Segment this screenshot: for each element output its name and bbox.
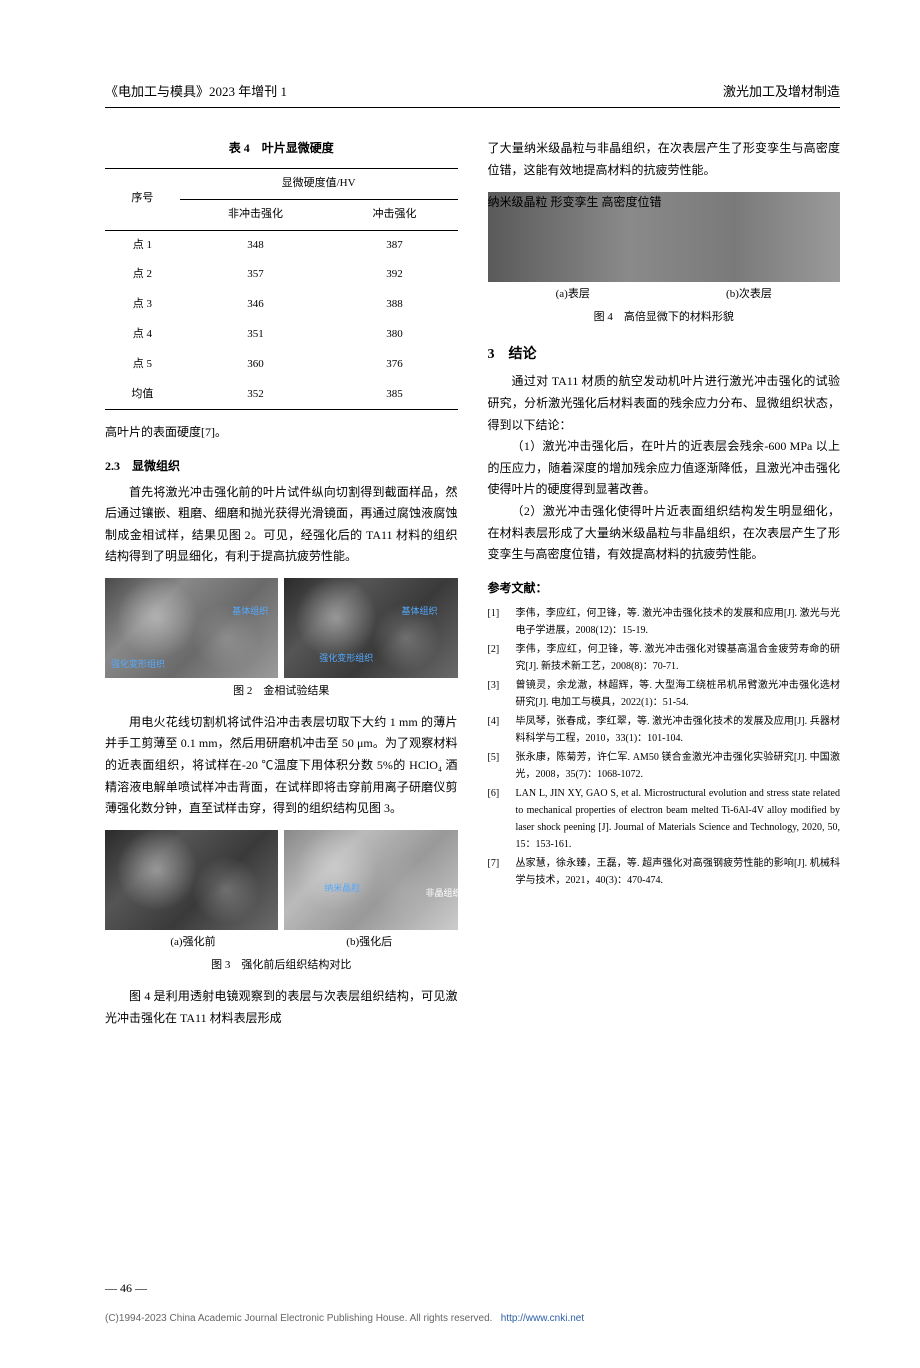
fig3-img-left (105, 830, 278, 930)
paragraph: 首先将激光冲击强化前的叶片试件纵向切割得到截面样品，然后通过镶嵌、粗磨、细磨和抛… (105, 482, 458, 568)
paragraph: 通过对 TA11 材质的航空发动机叶片进行激光冲击强化的试验研究，分析激光强化后… (488, 371, 841, 436)
table4: 序号 显微硬度值/HV 非冲击强化 冲击强化 点 1348387 点 23573… (105, 168, 458, 410)
table4-h-seq: 序号 (105, 168, 180, 230)
fig2-caption: 图 2 金相试验结果 (105, 682, 458, 702)
table4-caption: 表 4 叶片显微硬度 (105, 138, 458, 160)
copyright-notice: (C)1994-2023 China Academic Journal Elec… (105, 1310, 840, 1328)
section-topic: 激光加工及增材制造 (723, 80, 840, 103)
table-row: 点 1348387 (105, 230, 458, 260)
table4-h-non: 非冲击强化 (180, 199, 332, 230)
fig4-img: 纳米级晶粒 形变孪生 高密度位错 (488, 192, 841, 282)
fig4-caption: 图 4 高倍显微下的材料形貌 (488, 308, 841, 328)
ref-item: [1]李伟，李应红，何卫锋，等. 激光冲击强化技术的发展和应用[J]. 激光与光… (488, 605, 841, 639)
table-row: 点 5360376 (105, 350, 458, 380)
ref-item: [7]丛家慧，徐永臻，王磊，等. 超声强化对高强钢疲劳性能的影响[J]. 机械科… (488, 855, 841, 889)
main-content: 表 4 叶片显微硬度 序号 显微硬度值/HV 非冲击强化 冲击强化 点 1348… (105, 138, 840, 1258)
table4-h-imp: 冲击强化 (331, 199, 457, 230)
ref-item: [4]毕凤琴，张春成，李红翠，等. 激光冲击强化技术的发展及应用[J]. 兵器材… (488, 713, 841, 747)
references-list: [1]李伟，李应红，何卫锋，等. 激光冲击强化技术的发展和应用[J]. 激光与光… (488, 605, 841, 889)
cnki-link[interactable]: http://www.cnki.net (501, 1313, 584, 1324)
figure-3: 纳米晶粒 非晶组织 (a)强化前 (b)强化后 图 3 强化前后组织结构对比 (105, 830, 458, 977)
fig3-sub-b: (b)强化后 (346, 933, 392, 953)
section-3-title: 3 结论 (488, 342, 841, 367)
paragraph: （2）激光冲击强化使得叶片近表面组织结构发生明显细化，在材料表层形成了大量纳米级… (488, 501, 841, 566)
table-row: 点 2357392 (105, 260, 458, 290)
paragraph-cont: 高叶片的表面硬度[7]。 (105, 422, 458, 444)
ref-item: [5]张永康，陈菊芳，许仁军. AM50 镁合金激光冲击强化实验研究[J]. 中… (488, 749, 841, 783)
ref-item: [3]曾镜灵，余龙澈，林超辉，等. 大型海工绕桩吊机吊臂激光冲击强化选材研究[J… (488, 677, 841, 711)
fig2-img-left: 基体组织 强化变形组织 (105, 578, 278, 678)
paragraph-cont: 了大量纳米级晶粒与非晶组织，在次表层产生了形变孪生与高密度位错，这能有效地提高材… (488, 138, 841, 181)
section-2-3-title: 2.3 显微组织 (105, 456, 458, 478)
table-row: 均值352385 (105, 380, 458, 410)
ref-item: [6]LAN L, JIN XY, GAO S, et al. Microstr… (488, 785, 841, 853)
fig3-sub-a: (a)强化前 (170, 933, 215, 953)
fig4-sub-a: (a)表层 (556, 285, 590, 305)
figure-4: 纳米级晶粒 形变孪生 高密度位错 (a)表层 (b)次表层 图 4 高倍显微下的… (488, 192, 841, 329)
journal-title: 《电加工与模具》2023 年增刊 1 (105, 80, 287, 103)
fig3-img-right: 纳米晶粒 非晶组织 (284, 830, 457, 930)
paragraph: 图 4 是利用透射电镜观察到的表层与次表层组织结构，可见激光冲击强化在 TA11… (105, 986, 458, 1029)
paragraph: 用电火花线切割机将试件沿冲击表层切取下大约 1 mm 的薄片并手工剪薄至 0.1… (105, 712, 458, 820)
fig2-img-right: 基体组织 强化变形组织 (284, 578, 457, 678)
fig3-caption: 图 3 强化前后组织结构对比 (105, 956, 458, 976)
table-row: 点 3346388 (105, 290, 458, 320)
references-title: 参考文献： (488, 578, 841, 600)
figure-2: 基体组织 强化变形组织 基体组织 强化变形组织 图 2 金相试验结果 (105, 578, 458, 702)
fig4-sub-b: (b)次表层 (726, 285, 772, 305)
paragraph: （1）激光冲击强化后，在叶片的近表层会残余-600 MPa 以上的压应力，随着深… (488, 436, 841, 501)
table-row: 点 4351380 (105, 320, 458, 350)
page-header: 《电加工与模具》2023 年增刊 1 激光加工及增材制造 (105, 80, 840, 108)
ref-item: [2]李伟，李应红，何卫锋，等. 激光冲击强化对镍基高温合金疲劳寿命的研究[J]… (488, 641, 841, 675)
page-number: — 46 — (105, 1278, 840, 1300)
table4-h-val: 显微硬度值/HV (180, 168, 458, 199)
